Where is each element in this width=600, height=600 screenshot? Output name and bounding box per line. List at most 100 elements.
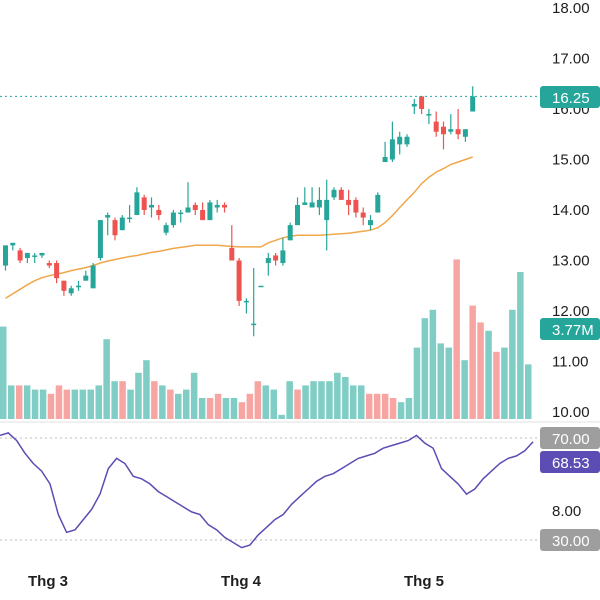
candlesticks	[3, 86, 476, 337]
volume-bar	[63, 389, 71, 419]
candle-body	[419, 96, 425, 109]
volume-bar	[493, 351, 500, 419]
candle	[24, 252, 30, 264]
candle-body	[17, 250, 23, 261]
volume-bar	[55, 385, 63, 419]
volume-bar	[270, 389, 277, 419]
candle-body	[192, 204, 198, 210]
candle	[448, 114, 454, 135]
volume-bar	[71, 389, 79, 419]
last-price-badge: 16.25	[540, 86, 600, 108]
candle-body	[127, 217, 133, 220]
volume-bar	[230, 398, 238, 419]
volume-bar	[103, 339, 110, 419]
candle	[185, 182, 191, 213]
candle-body	[295, 204, 300, 226]
candle	[149, 197, 154, 218]
candle	[287, 222, 293, 241]
volume-bar	[477, 322, 484, 419]
candle	[141, 194, 147, 216]
candle-body	[265, 257, 271, 264]
volume-bar	[278, 414, 285, 419]
candle-body	[76, 285, 81, 288]
price-tick-label: 11.00	[552, 354, 588, 371]
candle	[375, 192, 381, 213]
candle-body	[397, 136, 403, 145]
candle	[54, 260, 60, 284]
candle	[222, 202, 227, 213]
candle-body	[280, 250, 286, 264]
rsi-axis-tick: 8.00	[552, 503, 581, 520]
volume-bar	[143, 360, 150, 419]
candle	[389, 121, 395, 163]
last-volume-badge: 3.77M	[540, 318, 600, 340]
rsi-70-badge: 70.00	[540, 427, 600, 449]
volume-bar	[445, 347, 452, 419]
candle-body	[426, 114, 432, 116]
candle-body	[90, 265, 96, 289]
candle	[302, 187, 308, 205]
candle	[280, 237, 286, 266]
candle-body	[258, 285, 264, 288]
rsi-line	[0, 432, 534, 549]
volume-bar	[334, 372, 341, 419]
price-tick-label: 18.00	[552, 0, 590, 17]
volume-bar	[254, 381, 262, 419]
volume-bar	[461, 360, 468, 419]
candle	[316, 187, 322, 216]
candle-body	[316, 199, 322, 208]
x-axis-label-may: Thg 5	[404, 573, 444, 590]
volume-bar	[246, 393, 254, 419]
candle-body	[61, 280, 67, 291]
candle	[419, 96, 425, 115]
candle	[10, 242, 16, 251]
candle-body	[39, 252, 45, 256]
candle-body	[200, 210, 206, 221]
volume-bar	[159, 385, 166, 419]
volume-bar	[79, 389, 87, 419]
rsi-value-badge: 68.53	[540, 451, 600, 473]
price-tick-label: 17.00	[552, 51, 590, 68]
volume-bar	[373, 393, 381, 419]
candle	[295, 197, 300, 226]
candle	[258, 285, 264, 288]
volume-bar	[350, 385, 357, 419]
volume-bar	[397, 402, 405, 419]
volume-bar	[47, 393, 55, 419]
candle	[39, 252, 45, 258]
price-tick-label: 15.00	[552, 152, 590, 169]
volume-bar	[206, 398, 214, 419]
candle-body	[331, 189, 337, 198]
candle-body	[54, 263, 60, 279]
candle	[462, 129, 468, 142]
candle	[426, 109, 432, 125]
volume-bar	[151, 381, 158, 419]
volume-bar	[405, 398, 413, 419]
candle	[433, 111, 439, 137]
candle	[353, 197, 359, 218]
volume-bar	[8, 385, 15, 419]
volume-bar	[39, 389, 47, 419]
volume-bar	[318, 381, 325, 419]
volume-bar	[485, 330, 492, 419]
volume-bars	[0, 259, 532, 419]
volume-bar	[31, 389, 39, 419]
candle	[441, 121, 446, 150]
volume-bar	[525, 364, 532, 419]
candle-body	[170, 212, 176, 226]
volume-bar	[302, 385, 309, 419]
price-tick-label: 10.00	[552, 404, 590, 421]
candle-body	[236, 260, 242, 301]
rsi-30-badge: 30.00	[540, 529, 600, 551]
candle-body	[119, 217, 125, 231]
candle-body	[222, 204, 227, 208]
candle	[207, 199, 213, 221]
volume-bar	[365, 393, 373, 419]
price-tick-label: 12.00	[552, 303, 590, 320]
volume-bar	[87, 389, 94, 419]
candle	[397, 131, 403, 155]
candle	[368, 215, 373, 231]
candle-body	[389, 139, 395, 160]
